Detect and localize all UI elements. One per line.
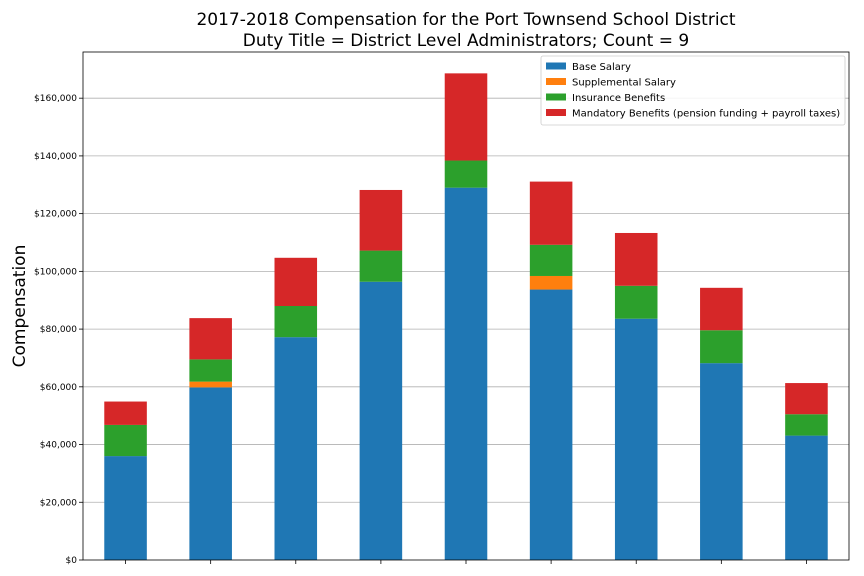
bar-segment-2 — [529, 275, 573, 290]
legend-label: Base Salary — [572, 62, 631, 73]
legend-box — [540, 55, 846, 126]
bar-segment-4 — [359, 189, 403, 251]
bar-segment-1 — [785, 435, 828, 560]
bar-segment-3 — [700, 330, 743, 364]
y-tick-label: $140,000 — [34, 152, 77, 162]
bar-segment-4 — [785, 383, 828, 415]
bar-segment-3 — [359, 250, 403, 282]
bar-segment-3 — [189, 359, 232, 382]
bar-segment-3 — [529, 244, 573, 276]
y-tick-label: $0 — [66, 556, 78, 566]
bar-segment-1 — [189, 387, 232, 560]
bar-segment-4 — [444, 73, 488, 161]
bar-segment-4 — [700, 287, 743, 331]
bar-segment-1 — [104, 456, 147, 560]
y-axis-label: Compensation — [10, 245, 30, 368]
bar-segment-4 — [189, 318, 232, 360]
legend: Base Salary Supplemental Salary Insurance … — [540, 55, 846, 126]
x-axis — [125, 560, 807, 564]
bar-segment-3 — [274, 306, 318, 338]
bars — [104, 73, 828, 560]
bar-segment-4 — [274, 257, 318, 306]
y-axis: $0 $20,000 $40,000 $60,000 $80,000 $100,000 $1… — [34, 94, 83, 566]
chart-subtitle: Duty Title = District Level Administrato… — [243, 31, 689, 51]
y-tick-label: $80,000 — [40, 325, 77, 335]
chart-title: 2017-2018 Compensation for the Port Town… — [196, 10, 735, 30]
bar-segment-4 — [104, 401, 147, 425]
legend-label: Supplemental Salary — [572, 78, 676, 89]
legend-label: Mandatory Benefits (pension funding + pa… — [572, 109, 840, 120]
y-tick-label: $40,000 — [40, 441, 77, 451]
legend-swatch — [546, 93, 566, 101]
y-tick-label: $20,000 — [40, 498, 77, 508]
y-tick-label: $60,000 — [40, 383, 77, 393]
bar-segment-2 — [189, 381, 232, 388]
bar-segment-4 — [614, 232, 658, 286]
y-tick-label: $120,000 — [34, 210, 77, 220]
legend-swatch — [546, 109, 566, 116]
bar-segment-1 — [359, 281, 403, 560]
bar-segment-1 — [700, 363, 743, 560]
y-tick-label: $100,000 — [34, 267, 77, 277]
legend-swatch — [546, 78, 566, 85]
bar-segment-1 — [274, 337, 318, 560]
bar-segment-4 — [529, 181, 573, 245]
bar-segment-1 — [614, 318, 658, 560]
bar-segment-3 — [614, 285, 658, 319]
bar-segment-3 — [785, 414, 828, 436]
bar-segment-3 — [104, 424, 147, 457]
y-tick-label: $160,000 — [34, 94, 77, 104]
bar-segment-1 — [529, 289, 573, 560]
legend-label: Insurance Benefits — [572, 93, 665, 104]
bar-segment-1 — [444, 187, 488, 560]
legend-swatch — [546, 62, 566, 70]
bar-segment-3 — [444, 160, 488, 188]
